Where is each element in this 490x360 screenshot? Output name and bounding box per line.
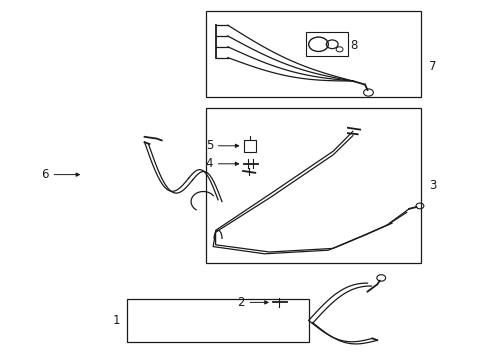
Text: 1: 1: [113, 314, 120, 327]
Bar: [244, 140, 256, 152]
Text: 6: 6: [42, 168, 49, 181]
Bar: [206, 11, 421, 97]
Bar: [127, 299, 309, 342]
Text: 3: 3: [429, 179, 436, 192]
Bar: [306, 32, 348, 56]
Bar: [206, 108, 421, 263]
Text: 7: 7: [429, 60, 436, 73]
Text: 2: 2: [238, 296, 245, 309]
Text: 4: 4: [206, 157, 213, 170]
Text: 8: 8: [350, 39, 358, 51]
Text: 5: 5: [206, 139, 213, 152]
